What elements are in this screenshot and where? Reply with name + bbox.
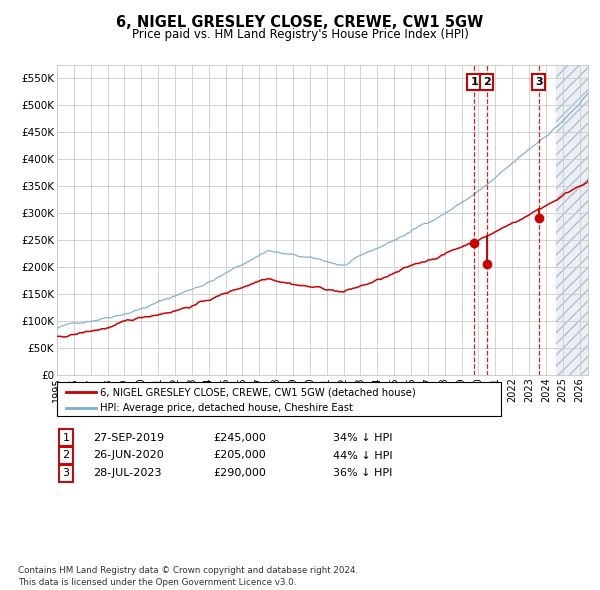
Text: 6, NIGEL GRESLEY CLOSE, CREWE, CW1 5GW (detached house): 6, NIGEL GRESLEY CLOSE, CREWE, CW1 5GW (…	[100, 388, 416, 397]
Text: 1: 1	[62, 433, 70, 442]
Bar	[556, 65, 588, 375]
Text: 26-JUN-2020: 26-JUN-2020	[93, 451, 164, 460]
Text: 34% ↓ HPI: 34% ↓ HPI	[333, 433, 392, 442]
Text: Price paid vs. HM Land Registry's House Price Index (HPI): Price paid vs. HM Land Registry's House …	[131, 28, 469, 41]
Text: £245,000: £245,000	[213, 433, 266, 442]
Text: £205,000: £205,000	[213, 451, 266, 460]
Text: 36% ↓ HPI: 36% ↓ HPI	[333, 468, 392, 478]
Text: 2: 2	[62, 451, 70, 460]
Text: 1: 1	[470, 77, 478, 87]
Text: 3: 3	[535, 77, 542, 87]
Text: Contains HM Land Registry data © Crown copyright and database right 2024.
This d: Contains HM Land Registry data © Crown c…	[18, 566, 358, 587]
Text: 2: 2	[483, 77, 490, 87]
Text: 27-SEP-2019: 27-SEP-2019	[93, 433, 164, 442]
Bar	[556, 65, 588, 375]
Text: 44% ↓ HPI: 44% ↓ HPI	[333, 451, 392, 460]
Text: 6, NIGEL GRESLEY CLOSE, CREWE, CW1 5GW: 6, NIGEL GRESLEY CLOSE, CREWE, CW1 5GW	[116, 15, 484, 30]
Text: 28-JUL-2023: 28-JUL-2023	[93, 468, 161, 478]
Text: £290,000: £290,000	[213, 468, 266, 478]
Text: HPI: Average price, detached house, Cheshire East: HPI: Average price, detached house, Ches…	[100, 404, 353, 413]
Text: 3: 3	[62, 468, 70, 478]
